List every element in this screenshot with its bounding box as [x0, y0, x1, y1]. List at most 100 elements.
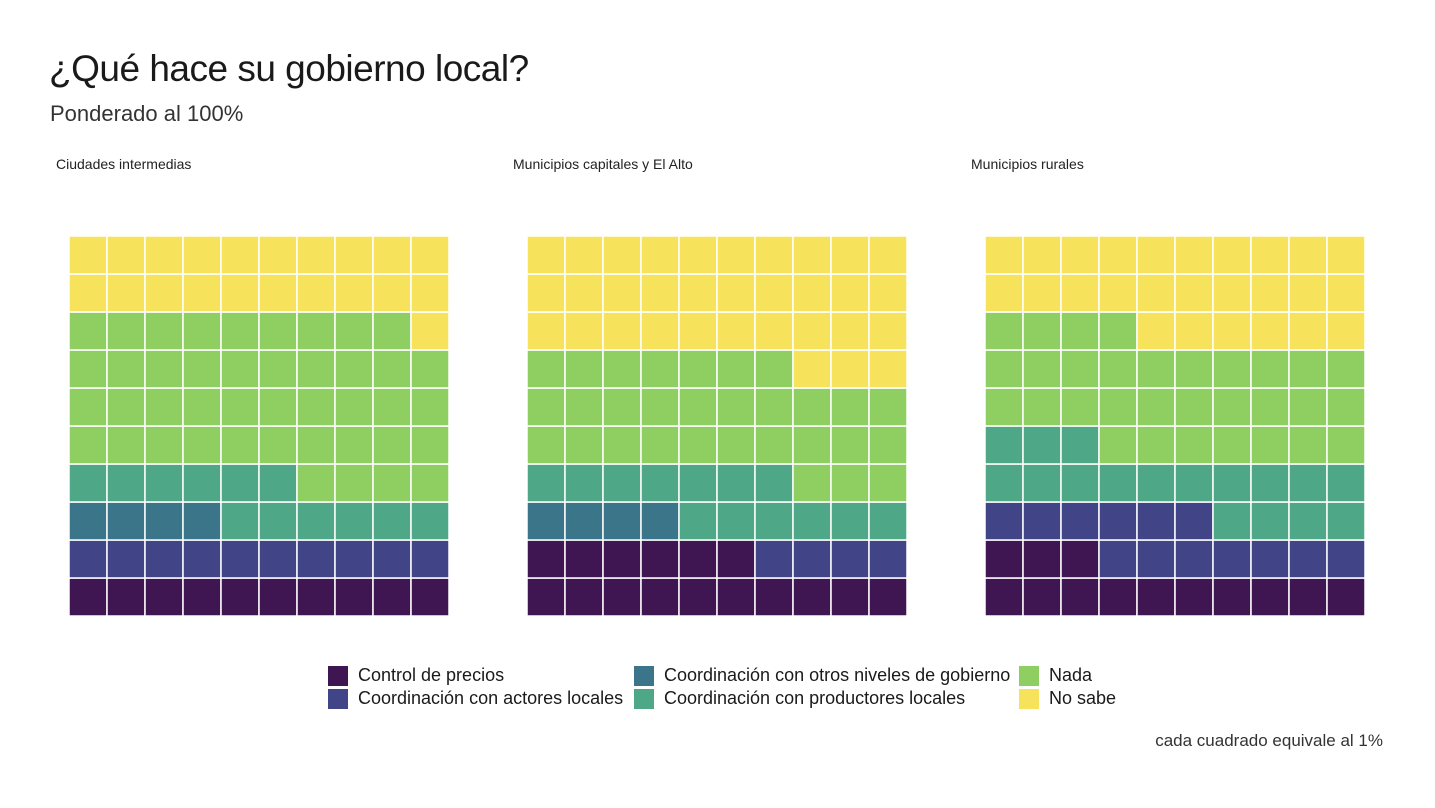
waffle-square: [564, 273, 604, 313]
waffle-square: [564, 349, 604, 389]
waffle-square: [1326, 501, 1366, 541]
waffle-square: [868, 311, 908, 351]
waffle-square: [1288, 501, 1328, 541]
waffle-square: [144, 539, 184, 579]
waffle-square: [564, 311, 604, 351]
waffle-square: [410, 539, 450, 579]
waffle-square: [296, 311, 336, 351]
waffle-square: [754, 425, 794, 465]
legend-label: No sabe: [1049, 688, 1117, 708]
waffle-square: [1326, 311, 1366, 351]
waffle-square: [602, 501, 642, 541]
waffle-square: [716, 425, 756, 465]
waffle-square: [1022, 311, 1062, 351]
waffle-square: [220, 349, 260, 389]
waffle-square: [1136, 501, 1176, 541]
legend-item-control-precios: Control de precios: [328, 664, 634, 687]
waffle-square: [182, 349, 222, 389]
waffle-square: [182, 463, 222, 503]
waffle-square: [68, 539, 108, 579]
waffle-square: [1212, 387, 1252, 427]
waffle-square: [564, 463, 604, 503]
waffle-square: [602, 349, 642, 389]
waffle-square: [372, 387, 412, 427]
waffle-square: [1174, 501, 1214, 541]
waffle-square: [830, 273, 870, 313]
waffle-square: [296, 463, 336, 503]
waffle-square: [1098, 463, 1138, 503]
waffle-square: [334, 349, 374, 389]
waffle-square: [792, 539, 832, 579]
waffle-square: [1326, 577, 1366, 617]
waffle-square: [716, 273, 756, 313]
waffle-square: [526, 501, 566, 541]
waffle-square: [678, 273, 718, 313]
waffle-square: [410, 463, 450, 503]
waffle-square: [1022, 235, 1062, 275]
waffle-square: [716, 539, 756, 579]
waffle-square: [182, 235, 222, 275]
panel-label-ciudades-intermedias: Ciudades intermedias: [56, 156, 192, 172]
waffle-square: [1212, 311, 1252, 351]
waffle-square: [1250, 539, 1290, 579]
waffle-square: [830, 539, 870, 579]
waffle-square: [1098, 539, 1138, 579]
waffle-square: [334, 273, 374, 313]
waffle-square: [1098, 577, 1138, 617]
legend-key: [328, 665, 348, 686]
waffle-square: [258, 311, 298, 351]
waffle-square: [868, 273, 908, 313]
waffle-square: [678, 463, 718, 503]
waffle-square: [602, 235, 642, 275]
waffle-square: [792, 349, 832, 389]
waffle-square: [182, 539, 222, 579]
waffle-square: [296, 501, 336, 541]
waffle-square: [526, 577, 566, 617]
waffle-square: [792, 501, 832, 541]
waffle-square: [1022, 577, 1062, 617]
chart-title: ¿Qué hace su gobierno local?: [49, 48, 529, 89]
waffle-square: [1136, 349, 1176, 389]
waffle-square: [868, 577, 908, 617]
waffle-square: [678, 311, 718, 351]
waffle-square: [410, 501, 450, 541]
waffle-square: [640, 387, 680, 427]
waffle-square: [1022, 425, 1062, 465]
waffle-square: [1060, 463, 1100, 503]
waffle-square: [868, 501, 908, 541]
waffle-square: [1136, 577, 1176, 617]
legend-item-productores-locales: Coordinación con productores locales: [634, 687, 1019, 710]
waffle-square: [68, 349, 108, 389]
waffle-square: [640, 349, 680, 389]
waffle-square: [640, 539, 680, 579]
waffle-square: [296, 539, 336, 579]
waffle-square: [1136, 387, 1176, 427]
waffle-square: [792, 577, 832, 617]
waffle-square: [1136, 463, 1176, 503]
waffle-square: [144, 387, 184, 427]
waffle-square: [258, 577, 298, 617]
waffle-square: [1250, 463, 1290, 503]
waffle-square: [526, 349, 566, 389]
waffle-square: [68, 463, 108, 503]
waffle-square: [1174, 387, 1214, 427]
waffle-square: [334, 501, 374, 541]
waffle-square: [106, 311, 146, 351]
waffle-square: [984, 577, 1024, 617]
waffle-square: [984, 425, 1024, 465]
waffle-square: [526, 235, 566, 275]
waffle-square: [792, 273, 832, 313]
waffle-square: [792, 463, 832, 503]
waffle-square: [68, 311, 108, 351]
waffle-square: [1022, 349, 1062, 389]
waffle-square: [1326, 387, 1366, 427]
waffle-square: [106, 235, 146, 275]
waffle-square: [602, 463, 642, 503]
waffle-square: [1174, 349, 1214, 389]
waffle-square: [868, 349, 908, 389]
waffle-square: [1136, 539, 1176, 579]
waffle-square: [220, 311, 260, 351]
waffle-square: [410, 387, 450, 427]
waffle-square: [640, 501, 680, 541]
waffle-square: [754, 463, 794, 503]
